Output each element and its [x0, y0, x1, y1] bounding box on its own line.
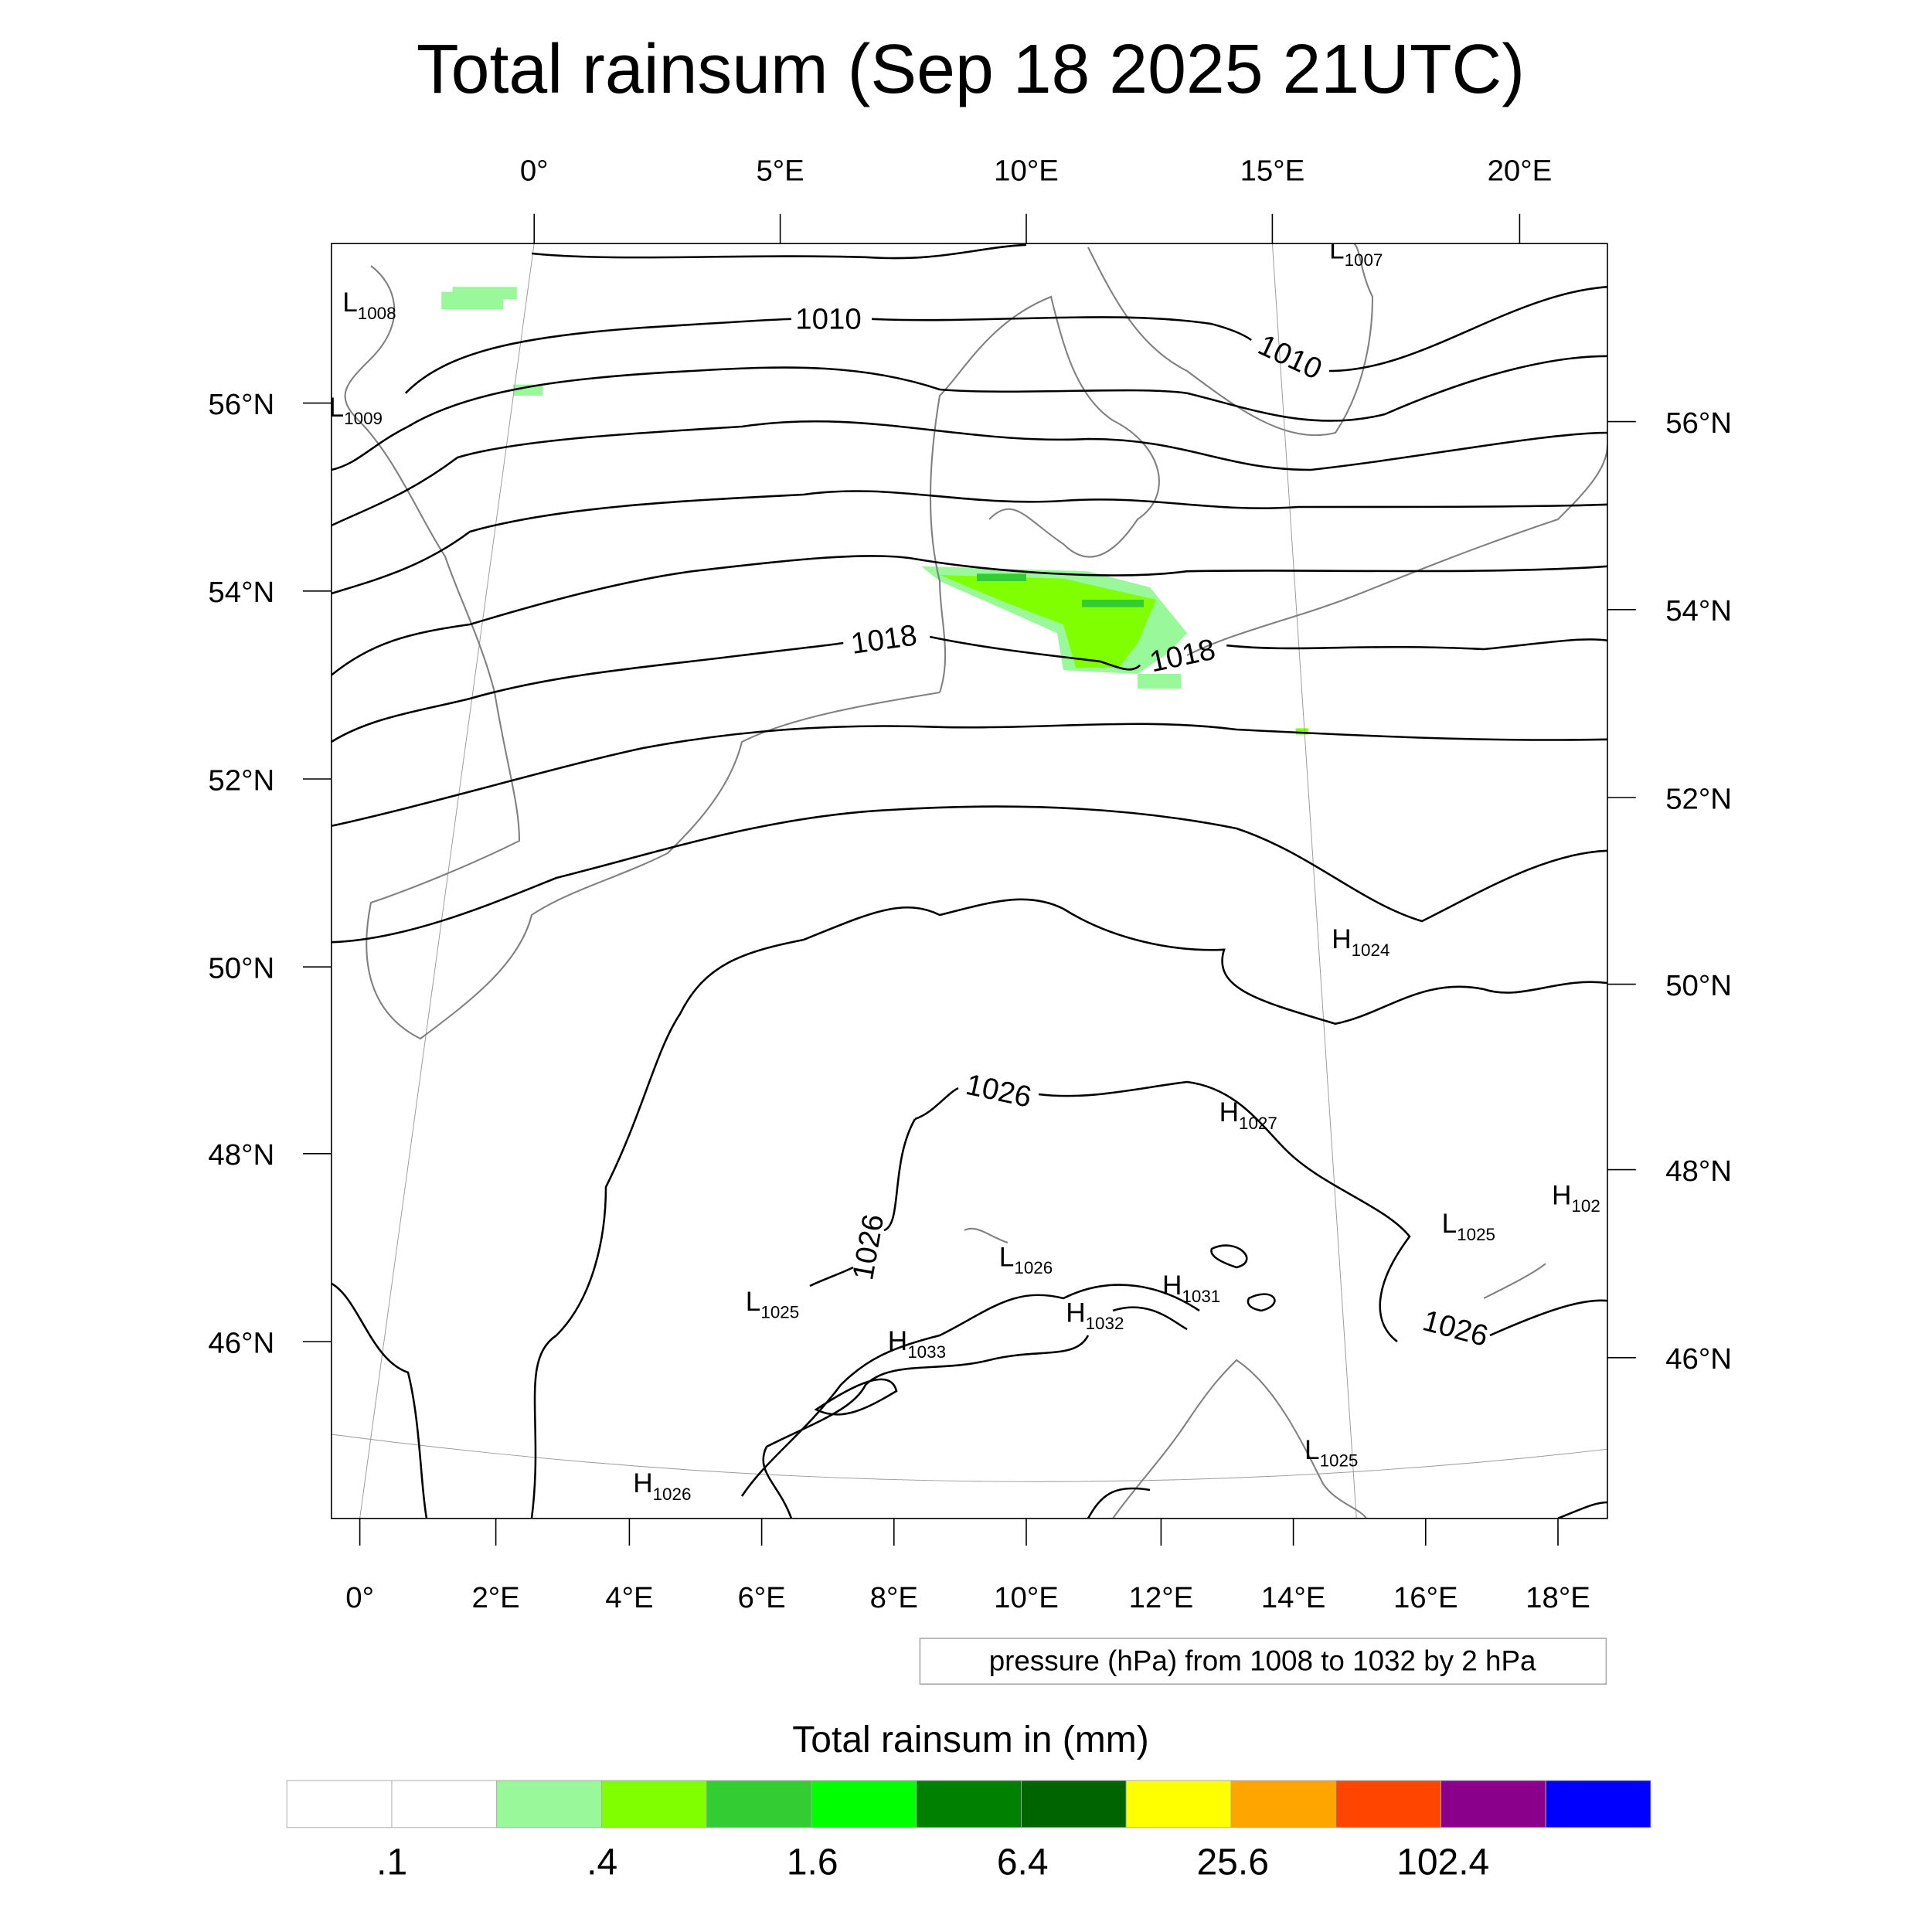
colorbar-label: 6.4: [997, 1842, 1049, 1883]
isobars: [331, 243, 1607, 1519]
contour-label: 1010: [795, 303, 861, 336]
contour-label: 1018: [849, 618, 920, 660]
pressure-center-label: H1024: [1332, 924, 1389, 960]
lat-label: 50°N: [208, 952, 274, 985]
contour-info-box: pressure (hPa) from 1008 to 1032 by 2 hP…: [919, 1638, 1607, 1685]
colorbar-label: 1.6: [787, 1842, 838, 1883]
pressure-center-label: L1007: [1329, 234, 1383, 270]
colorbar-title: Total rainsum in (mm): [792, 1719, 1148, 1760]
colorbar-label: .4: [587, 1842, 617, 1883]
lon-label: 2°E: [471, 1581, 519, 1614]
lon-label: 15°E: [1240, 155, 1305, 188]
lat-label: 52°N: [1665, 782, 1732, 815]
page-title: Total rainsum (Sep 18 2025 21UTC): [417, 30, 1525, 107]
lat-label: 46°N: [1665, 1342, 1732, 1376]
pressure-center-label: H1033: [888, 1326, 946, 1362]
contour-label: 1010: [1253, 328, 1327, 386]
colorbar-label: 102.4: [1396, 1842, 1489, 1883]
bottom-longitude-labels: 0° 2°E 4°E 6°E 8°E 10°E 12°E 14°E 16°E 1…: [345, 1581, 1590, 1614]
rain-shading: [441, 287, 1308, 735]
axis-ticks: [303, 213, 1636, 1546]
pressure-center-label: L1009: [329, 393, 383, 428]
colorbar-swatch: [811, 1780, 917, 1828]
lon-label: 0°: [345, 1581, 374, 1614]
colorbar-swatch: [1230, 1780, 1337, 1828]
lat-label: 48°N: [1665, 1155, 1732, 1188]
lon-label: 20°E: [1488, 155, 1553, 188]
lon-label: 0°: [520, 155, 549, 188]
meridian-0: [359, 243, 535, 1519]
pressure-center-label: L1008: [342, 287, 396, 323]
plot-frame: [331, 243, 1608, 1519]
colorbar-swatch: [1020, 1780, 1127, 1828]
left-latitude-labels: 56°N 54°N 52°N 50°N 48°N 46°N: [208, 388, 274, 1359]
lat-label: 50°N: [1665, 969, 1732, 1002]
pressure-center-label: H1026: [633, 1468, 691, 1504]
pressure-center-label: H102: [1552, 1180, 1600, 1216]
lat-label: 52°N: [208, 764, 274, 797]
lat-label: 48°N: [208, 1138, 274, 1172]
colorbar-swatch: [496, 1780, 602, 1828]
contour-label: 1026: [1419, 1304, 1492, 1353]
meridian-15e: [1271, 243, 1357, 1519]
colorbar-swatch: [706, 1780, 812, 1828]
lon-label: 8°E: [870, 1581, 918, 1614]
contour-label: 1026: [846, 1212, 890, 1283]
lat-label: 56°N: [208, 388, 274, 421]
lon-label: 14°E: [1261, 1581, 1326, 1614]
pressure-center-label: H1031: [1162, 1270, 1220, 1306]
coastlines: [344, 243, 1607, 1519]
colorbar: [286, 1780, 1651, 1828]
colorbar-labels: .1 .4 1.6 6.4 25.6 102.4: [376, 1842, 1489, 1883]
pressure-center-label: L1025: [1442, 1209, 1495, 1244]
parallel-45n: [331, 1434, 1607, 1482]
lat-label: 46°N: [208, 1326, 274, 1359]
pressure-center-label: H1032: [1066, 1298, 1124, 1333]
colorbar-swatch: [1545, 1780, 1651, 1828]
lon-label: 5°E: [756, 155, 804, 188]
pressure-center-label: H1027: [1219, 1097, 1277, 1133]
colorbar-label: .1: [376, 1842, 407, 1883]
contour-info-text: pressure (hPa) from 1008 to 1032 by 2 hP…: [989, 1645, 1536, 1677]
colorbar-label: 25.6: [1196, 1842, 1268, 1883]
colorbar-swatch: [1335, 1780, 1441, 1828]
lon-label: 18°E: [1526, 1581, 1590, 1614]
lon-label: 10°E: [994, 155, 1059, 188]
lon-label: 4°E: [605, 1581, 653, 1614]
pressure-center-label: L1025: [746, 1287, 799, 1322]
colorbar-swatch: [916, 1780, 1022, 1828]
map-plot: L1008 L1009 L1007 H1024 H1027 L1025 H102…: [329, 234, 1608, 1519]
contour-label: 1026: [963, 1068, 1034, 1114]
lat-label: 56°N: [1665, 406, 1732, 440]
colorbar-swatch: [286, 1780, 393, 1828]
pressure-center-label: L1025: [1304, 1435, 1358, 1471]
colorbar-swatch: [600, 1780, 707, 1828]
colorbar-swatch: [1125, 1780, 1232, 1828]
lon-label: 16°E: [1393, 1581, 1458, 1614]
colorbar-swatch: [391, 1780, 498, 1828]
right-latitude-labels: 56°N 54°N 52°N 50°N 48°N 46°N: [1665, 406, 1732, 1376]
lon-label: 12°E: [1129, 1581, 1194, 1614]
colorbar-swatch: [1440, 1780, 1546, 1828]
pressure-center-label: L1026: [999, 1242, 1053, 1277]
lat-label: 54°N: [1665, 594, 1732, 628]
pressure-centers: L1008 L1009 L1007 H1024 H1027 L1025 H102…: [329, 234, 1600, 1504]
lon-label: 6°E: [737, 1581, 785, 1614]
lon-label: 10°E: [994, 1581, 1059, 1614]
top-longitude-labels: 0° 5°E 10°E 15°E 20°E: [520, 155, 1552, 188]
lat-label: 54°N: [208, 576, 274, 609]
